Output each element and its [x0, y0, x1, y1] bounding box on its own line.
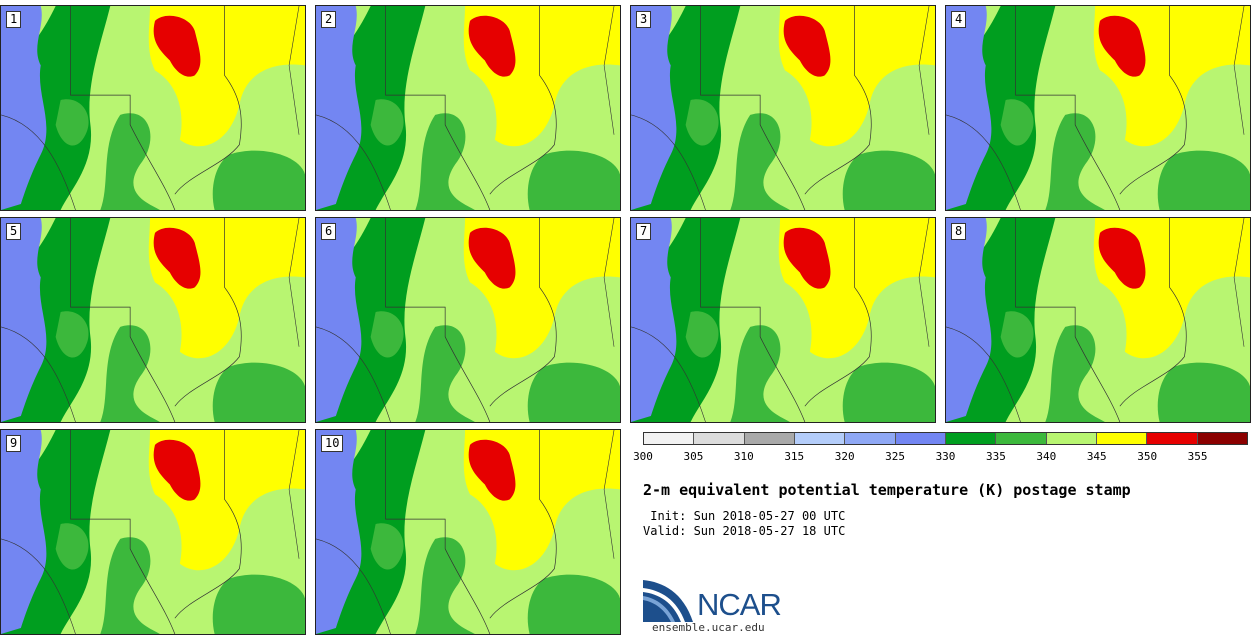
scale-tick-label: 320: [834, 450, 855, 463]
member-number: 2: [321, 11, 337, 28]
map-canvas: [1, 218, 305, 422]
color-scale-ticks: 300 305 310 315 320 325 330 335 340 345 350 355: [633, 450, 1248, 466]
map-canvas: [316, 218, 620, 422]
color-segment: [1147, 433, 1198, 444]
color-scale-bar: [643, 432, 1248, 445]
scale-tick-label: 325: [885, 450, 906, 463]
member-number: 9: [6, 435, 22, 452]
member-number: 10: [321, 435, 344, 452]
map-canvas: [631, 218, 935, 422]
site-url: ensemble.ucar.edu: [652, 621, 765, 634]
scale-tick-label: 300: [633, 450, 653, 463]
ensemble-member-stamp: 1: [0, 5, 306, 211]
map-canvas: [1, 6, 305, 210]
color-segment: [1096, 433, 1148, 444]
scale-tick-label: 350: [1137, 450, 1158, 463]
color-segment: [1046, 433, 1097, 444]
scale-tick-label: 340: [1036, 450, 1057, 463]
ensemble-member-stamp: 9: [0, 429, 306, 635]
member-number: 5: [6, 223, 22, 240]
ensemble-member-stamp: 4: [945, 5, 1251, 211]
member-number: 6: [321, 223, 337, 240]
member-number: 3: [636, 11, 652, 28]
map-canvas: [946, 218, 1250, 422]
color-segment: [845, 433, 896, 444]
member-number: 1: [6, 11, 22, 28]
map-title: 2-m equivalent potential temperature (K)…: [643, 481, 1131, 499]
member-number: 7: [636, 223, 652, 240]
scale-tick-label: 345: [1086, 450, 1107, 463]
ensemble-member-stamp: 6: [315, 217, 621, 423]
valid-time: Valid: Sun 2018-05-27 18 UTC: [643, 524, 846, 538]
init-time: Init: Sun 2018-05-27 00 UTC: [643, 509, 846, 523]
color-segment: [895, 433, 946, 444]
ensemble-member-stamp: 10: [315, 429, 621, 635]
map-canvas: [316, 6, 620, 210]
color-segment: [996, 433, 1047, 444]
logo-text: NCAR: [697, 587, 782, 622]
scale-tick-label: 355: [1187, 450, 1208, 463]
scale-tick-label: 335: [985, 450, 1006, 463]
scale-tick-label: 315: [784, 450, 805, 463]
scale-tick-label: 305: [683, 450, 704, 463]
map-canvas: [316, 430, 620, 634]
map-canvas: [946, 6, 1250, 210]
ensemble-member-stamp: 5: [0, 217, 306, 423]
scale-tick-label: 310: [733, 450, 754, 463]
color-segment: [694, 433, 745, 444]
color-segment: [744, 433, 795, 444]
color-segment: [794, 433, 846, 444]
ensemble-member-stamp: 3: [630, 5, 936, 211]
map-canvas: [631, 6, 935, 210]
member-number: 8: [951, 223, 967, 240]
ensemble-member-stamp: 2: [315, 5, 621, 211]
ensemble-member-stamp: 7: [630, 217, 936, 423]
color-segment: [1197, 433, 1247, 444]
map-canvas: [1, 430, 305, 634]
ncar-logo-icon: [643, 580, 693, 622]
ensemble-member-stamp: 8: [945, 217, 1251, 423]
scale-tick-label: 330: [935, 450, 956, 463]
color-segment: [644, 433, 695, 444]
color-segment: [945, 433, 997, 444]
member-number: 4: [951, 11, 967, 28]
